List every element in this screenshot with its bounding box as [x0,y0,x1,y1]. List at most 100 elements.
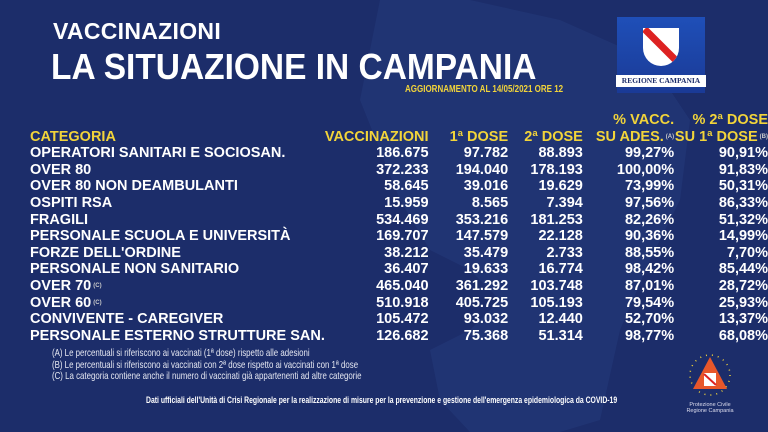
pct-vacc-cell: 97,56% [583,195,674,212]
category-cell-text: OPERATORI SANITARI E SOCIOSAN. [30,145,286,162]
vaccinazioni-cell-text: 372.233 [376,161,429,178]
pct-dose2-cell: 85,44% [674,261,768,278]
dose2-cell: 105.193 [508,294,583,312]
pct-dose2-cell: 51,32% [674,212,768,229]
dose1-cell: 97.782 [429,145,508,162]
dose1-cell: 8.565 [429,195,508,212]
pct-vacc-cell-text: 79,54% [624,294,675,311]
note-marker: (C) [93,282,102,289]
category-cell: PERSONALE ESTERNO STRUTTURE SAN. [30,328,325,345]
category-cell: FORZE DELL'ORDINE [30,245,325,262]
protezione-line1: Protezione Civile [689,402,731,408]
dose1-cell-text: 19.633 [463,261,509,278]
pct-dose2-cell-text: 90,91% [718,145,768,162]
pct-vacc-cell: 98,42% [583,261,674,278]
header-category: CATEGORIA [30,128,116,145]
pct-dose2-cell: 28,72% [674,278,768,295]
vaccinazioni-cell: 38.212 [325,245,428,262]
category-cell-text: PERSONALE SCUOLA E UNIVERSITÀ [30,228,291,245]
footnotes: (A) Le percentuali si riferiscono ai vac… [52,347,362,383]
dose2-cell: 2.733 [508,245,583,262]
category-cell-text: FRAGILI [30,211,88,228]
header-pct-dose2-l1: % 2ª DOSE [692,112,768,128]
category-cell-text: OVER 70 [30,277,92,294]
table-row: CONVIVENTE - CAREGIVER 105.472 93.032 12.44… [30,311,768,328]
pct-dose2-cell: 50,31% [674,178,768,195]
pct-dose2-cell-text: 28,72% [718,277,768,294]
dose2-cell-text: 103.748 [530,277,583,294]
vaccinazioni-cell: 465.040 [325,277,429,295]
dose2-cell-text: 88.893 [538,145,583,162]
pct-vacc-cell-text: 99,27% [624,145,675,162]
vaccinazioni-cell-text: 126.682 [376,327,429,344]
vaccinazioni-cell: 58.645 [325,178,429,195]
dose2-cell-text: 51.314 [538,327,583,344]
vaccinazioni-cell: 36.407 [325,261,428,278]
header-pct-dose2-l2: SU 1ª DOSE [674,128,758,145]
pct-dose2-cell-text: 91,83% [718,161,768,178]
dose2-cell-text: 105.193 [530,294,583,311]
pct-vacc-cell: 73,99% [583,178,674,195]
pct-vacc-cell-text: 73,99% [624,178,675,195]
dose2-cell: 16.774 [508,261,582,278]
table-header: CATEGORIA VACCINAZIONI 1ª DOSE 2ª DOSE %… [30,112,768,145]
pct-dose2-cell: 25,93% [674,295,768,312]
footnote-c: (C) La categoria contiene anche il numer… [52,370,362,382]
protezione-line2: Regione Campania [686,408,734,414]
kicker-title: VACCINAZIONI [53,18,222,44]
source-note: Dati ufficiali dell'Unità di Crisi Regio… [146,395,618,406]
pct-vacc-cell-text: 87,01% [624,277,675,294]
pct-vacc-cell-text: 97,56% [624,194,675,211]
pct-vacc-cell-text: 100,00% [616,161,675,178]
pct-vacc-cell: 100,00% [583,162,674,179]
dose1-cell-text: 147.579 [455,228,509,245]
pct-dose2-cell-text: 86,33% [718,194,768,211]
table-row: OVER 60 (C) 510.918 405.725 105.193 79,54% 25,… [30,295,768,312]
vaccinazioni-cell: 510.918 [325,294,429,312]
pct-vacc-cell: 99,27% [583,145,674,162]
dose2-cell: 22.128 [508,228,582,245]
coat-of-arms-icon [643,28,679,66]
dose1-cell-text: 353.216 [455,211,509,228]
dose1-cell: 35.479 [429,245,508,262]
pct-dose2-cell-text: 13,37% [718,311,768,328]
category-cell-text: CONVIVENTE - CAREGIVER [30,311,224,328]
update-timestamp: AGGIORNAMENTO AL 14/05/2021 ORE 12 [405,84,564,95]
pct-dose2-cell-text: 51,32% [718,211,768,228]
category-cell: OVER 60 (C) [30,295,325,312]
note-marker: (C) [93,299,102,306]
vaccinazioni-cell-text: 510.918 [376,294,429,311]
vaccinazioni-cell-text: 58.645 [384,178,429,195]
pct-vacc-cell: 52,70% [583,311,674,328]
table-row: OSPITI RSA 15.959 8.565 7.394 97,56% 86,33% [30,195,768,212]
pct-vacc-cell-text: 98,42% [624,261,675,278]
category-cell: OSPITI RSA [30,195,325,212]
category-cell: CONVIVENTE - CAREGIVER [30,311,325,328]
pct-vacc-cell: 79,54% [583,295,674,312]
header-vaccinazioni: VACCINAZIONI [324,128,429,145]
dose1-cell-text: 194.040 [455,161,509,178]
pct-dose2-cell: 90,91% [674,145,768,162]
category-cell-text: PERSONALE ESTERNO STRUTTURE SAN. [30,327,325,344]
vaccinazioni-cell-text: 465.040 [376,277,429,294]
pct-dose2-cell: 14,99% [674,228,768,245]
dose2-cell: 178.193 [508,162,582,179]
vaccination-table: CATEGORIA VACCINAZIONI 1ª DOSE 2ª DOSE %… [30,112,768,344]
table-row: PERSONALE ESTERNO STRUTTURE SAN. 126.682 7… [30,328,768,345]
dose2-cell-text: 2.733 [546,244,583,261]
dose2-cell: 19.629 [508,178,582,195]
dose1-cell: 75.368 [429,327,509,345]
dose1-cell: 405.725 [429,295,508,312]
vaccinazioni-cell-text: 169.707 [376,228,429,245]
dose1-cell: 19.633 [429,261,509,278]
dose1-cell: 147.579 [429,228,509,245]
dose1-cell-text: 75.368 [463,327,509,344]
logo-text: REGIONE CAMPANIA [616,75,706,87]
table-row: FORZE DELL'ORDINE 38.212 35.479 2.733 88,55%… [30,245,768,262]
dose2-cell: 88.893 [508,145,583,162]
category-cell: OVER 80 [30,162,325,179]
dose1-cell-text: 361.292 [455,277,509,294]
pct-dose2-cell-text: 25,93% [718,294,768,311]
category-cell-text: OVER 80 [30,161,92,178]
